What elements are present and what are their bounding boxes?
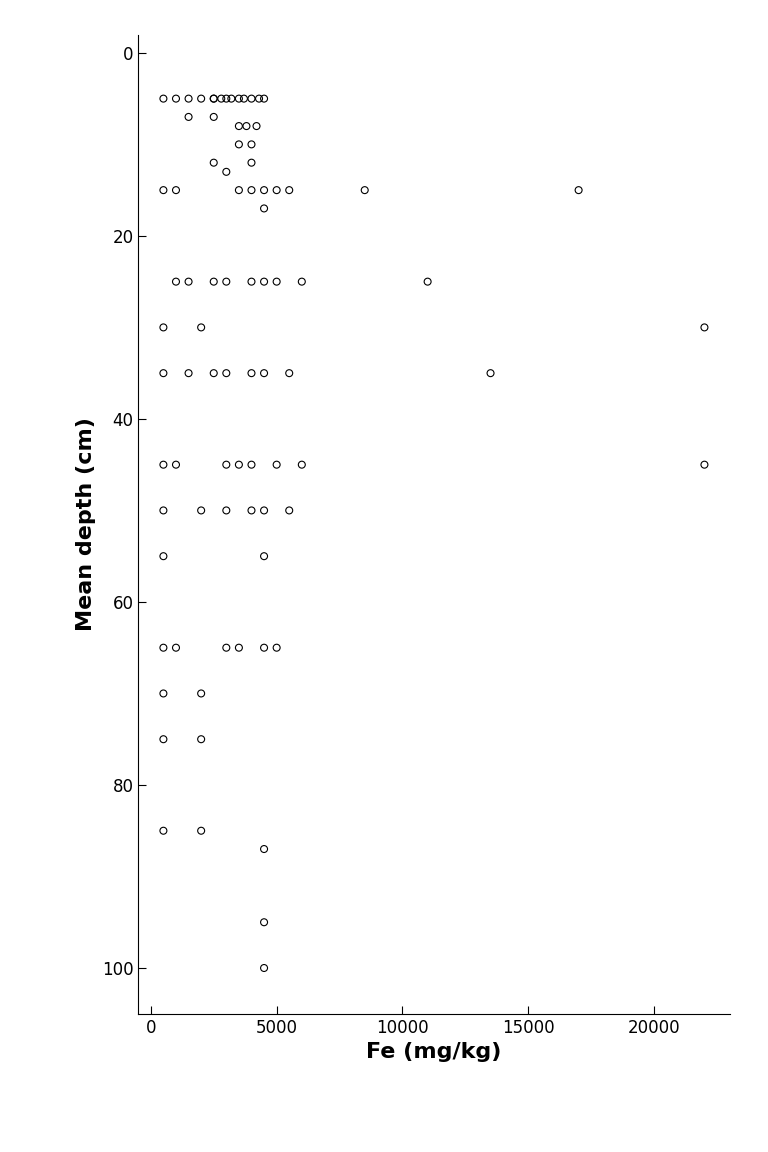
Point [233, 181, 245, 199]
Point [183, 107, 195, 126]
Point [233, 116, 245, 135]
Point [258, 958, 270, 977]
Point [245, 90, 257, 108]
Point [207, 107, 220, 126]
Point [157, 318, 170, 336]
Point [157, 821, 170, 840]
Point [183, 272, 195, 290]
Point [233, 90, 245, 108]
Point [245, 364, 257, 382]
Point [157, 547, 170, 566]
Point [250, 116, 263, 135]
Point [183, 364, 195, 382]
Point [220, 90, 233, 108]
Point [220, 455, 233, 473]
Point [258, 501, 270, 520]
Point [270, 181, 283, 199]
Point [207, 153, 220, 172]
Point [572, 181, 584, 199]
Point [207, 364, 220, 382]
Point [195, 821, 207, 840]
Point [195, 501, 207, 520]
Point [225, 90, 237, 108]
Point [258, 638, 270, 657]
Point [195, 730, 207, 749]
Point [157, 501, 170, 520]
Point [238, 90, 250, 108]
Point [207, 90, 220, 108]
Point [245, 501, 257, 520]
Point [258, 199, 270, 218]
Point [170, 90, 182, 108]
Point [258, 181, 270, 199]
Point [296, 272, 308, 290]
Point [157, 455, 170, 473]
Point [157, 684, 170, 703]
Point [270, 272, 283, 290]
Point [170, 455, 182, 473]
Point [245, 272, 257, 290]
Point [283, 181, 296, 199]
Point [422, 272, 434, 290]
Point [296, 455, 308, 473]
Point [245, 181, 257, 199]
Point [170, 272, 182, 290]
Point [157, 364, 170, 382]
Point [258, 90, 270, 108]
Point [233, 135, 245, 153]
Point [359, 181, 371, 199]
X-axis label: Fe (mg/kg): Fe (mg/kg) [366, 1043, 502, 1062]
Point [157, 638, 170, 657]
Point [195, 90, 207, 108]
Point [195, 318, 207, 336]
Point [220, 501, 233, 520]
Point [157, 730, 170, 749]
Point [195, 684, 207, 703]
Point [283, 501, 296, 520]
Point [233, 638, 245, 657]
Point [245, 455, 257, 473]
Point [233, 455, 245, 473]
Point [253, 90, 265, 108]
Point [215, 90, 227, 108]
Point [220, 364, 233, 382]
Point [220, 272, 233, 290]
Point [183, 90, 195, 108]
Y-axis label: Mean depth (cm): Mean depth (cm) [76, 417, 96, 631]
Point [283, 364, 296, 382]
Point [270, 638, 283, 657]
Point [220, 162, 233, 181]
Point [240, 116, 253, 135]
Point [698, 455, 710, 473]
Point [698, 318, 710, 336]
Point [258, 547, 270, 566]
Point [258, 840, 270, 858]
Point [245, 135, 257, 153]
Point [157, 90, 170, 108]
Point [485, 364, 497, 382]
Point [245, 153, 257, 172]
Point [170, 181, 182, 199]
Point [258, 272, 270, 290]
Point [157, 181, 170, 199]
Point [170, 638, 182, 657]
Point [207, 90, 220, 108]
Point [270, 455, 283, 473]
Point [207, 272, 220, 290]
Point [258, 914, 270, 932]
Point [258, 364, 270, 382]
Point [220, 638, 233, 657]
